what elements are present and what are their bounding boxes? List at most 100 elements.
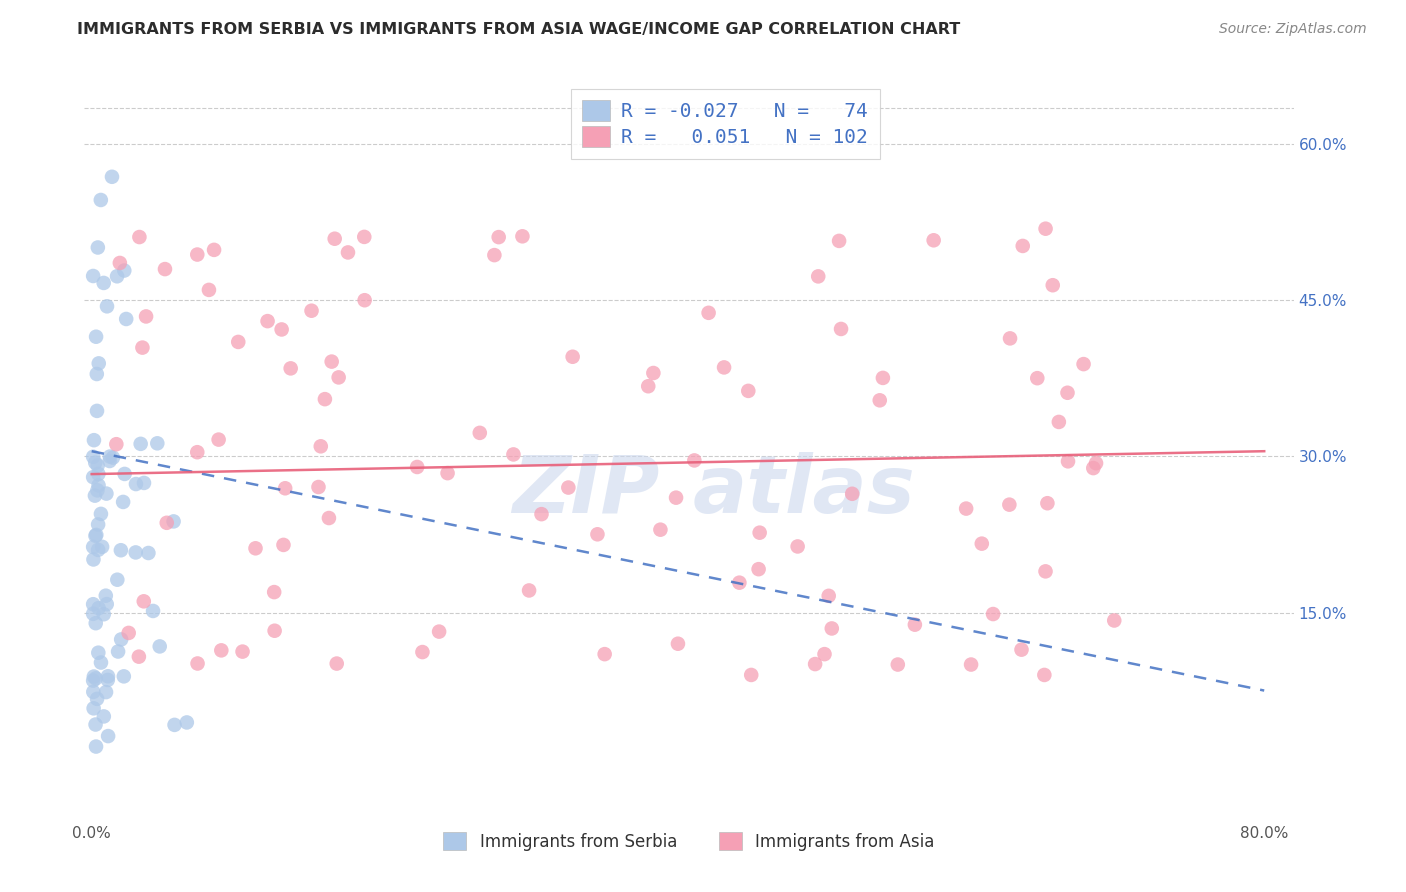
Point xyxy=(97,673,120,687)
Point xyxy=(135,310,157,324)
Point xyxy=(82,607,104,621)
Point xyxy=(841,487,863,501)
Point xyxy=(998,331,1021,345)
Point xyxy=(1083,461,1105,475)
Point xyxy=(1035,565,1057,579)
Point xyxy=(84,616,107,631)
Point xyxy=(468,425,491,440)
Point xyxy=(98,450,121,464)
Point xyxy=(683,453,706,467)
Point xyxy=(149,640,172,654)
Point xyxy=(650,523,672,537)
Point xyxy=(110,543,132,558)
Point xyxy=(90,193,112,207)
Point xyxy=(86,367,108,381)
Point xyxy=(821,622,844,636)
Point xyxy=(112,263,135,277)
Point xyxy=(807,269,830,284)
Point xyxy=(87,542,110,557)
Point xyxy=(955,501,977,516)
Point xyxy=(153,262,176,277)
Point xyxy=(1102,614,1125,628)
Point xyxy=(665,491,688,505)
Point xyxy=(97,669,120,683)
Point xyxy=(84,330,107,344)
Point xyxy=(1047,415,1070,429)
Point xyxy=(86,404,108,418)
Point xyxy=(128,649,150,664)
Point xyxy=(922,233,945,247)
Point xyxy=(94,685,117,699)
Point xyxy=(713,360,735,375)
Point xyxy=(115,312,138,326)
Point xyxy=(637,379,659,393)
Point xyxy=(93,607,115,622)
Point xyxy=(427,624,450,639)
Point xyxy=(666,637,689,651)
Point xyxy=(557,481,579,495)
Point xyxy=(593,647,616,661)
Point xyxy=(561,350,583,364)
Point xyxy=(84,672,107,686)
Point xyxy=(132,594,155,608)
Point xyxy=(101,450,124,465)
Point xyxy=(904,617,927,632)
Point xyxy=(353,293,375,308)
Legend: Immigrants from Serbia, Immigrants from Asia: Immigrants from Serbia, Immigrants from … xyxy=(436,826,942,857)
Point xyxy=(748,525,770,540)
Point xyxy=(83,669,105,683)
Point xyxy=(1085,456,1108,470)
Point xyxy=(187,657,209,671)
Point xyxy=(86,691,108,706)
Point xyxy=(981,607,1004,621)
Point xyxy=(108,256,131,270)
Point xyxy=(517,583,540,598)
Point xyxy=(301,303,323,318)
Point xyxy=(256,314,278,328)
Point xyxy=(82,685,104,699)
Point xyxy=(90,656,112,670)
Point xyxy=(128,230,150,244)
Point xyxy=(87,478,110,492)
Point xyxy=(309,439,332,453)
Point xyxy=(308,480,330,494)
Point xyxy=(740,668,762,682)
Point xyxy=(96,299,118,313)
Point xyxy=(314,392,336,406)
Point xyxy=(90,507,112,521)
Point xyxy=(488,230,510,244)
Point xyxy=(828,234,851,248)
Point xyxy=(202,243,225,257)
Point xyxy=(998,498,1021,512)
Point xyxy=(112,495,135,509)
Point xyxy=(125,477,148,491)
Point xyxy=(86,483,108,498)
Text: ZIP: ZIP xyxy=(512,452,659,530)
Point xyxy=(82,540,104,554)
Point xyxy=(84,529,107,543)
Point xyxy=(84,456,107,470)
Point xyxy=(82,552,104,566)
Point xyxy=(138,546,160,560)
Point xyxy=(586,527,609,541)
Point xyxy=(186,247,208,261)
Point xyxy=(198,283,221,297)
Point xyxy=(502,447,524,461)
Point xyxy=(1033,668,1056,682)
Point xyxy=(804,657,827,671)
Point xyxy=(93,276,115,290)
Point xyxy=(484,248,506,262)
Point xyxy=(411,645,433,659)
Point xyxy=(105,573,128,587)
Point xyxy=(813,647,835,661)
Point xyxy=(83,433,105,447)
Point xyxy=(101,169,124,184)
Point xyxy=(1035,221,1057,235)
Point xyxy=(530,507,553,521)
Point xyxy=(872,371,894,385)
Point xyxy=(93,709,115,723)
Point xyxy=(87,646,110,660)
Point xyxy=(207,433,229,447)
Point xyxy=(737,384,759,398)
Point xyxy=(786,540,808,554)
